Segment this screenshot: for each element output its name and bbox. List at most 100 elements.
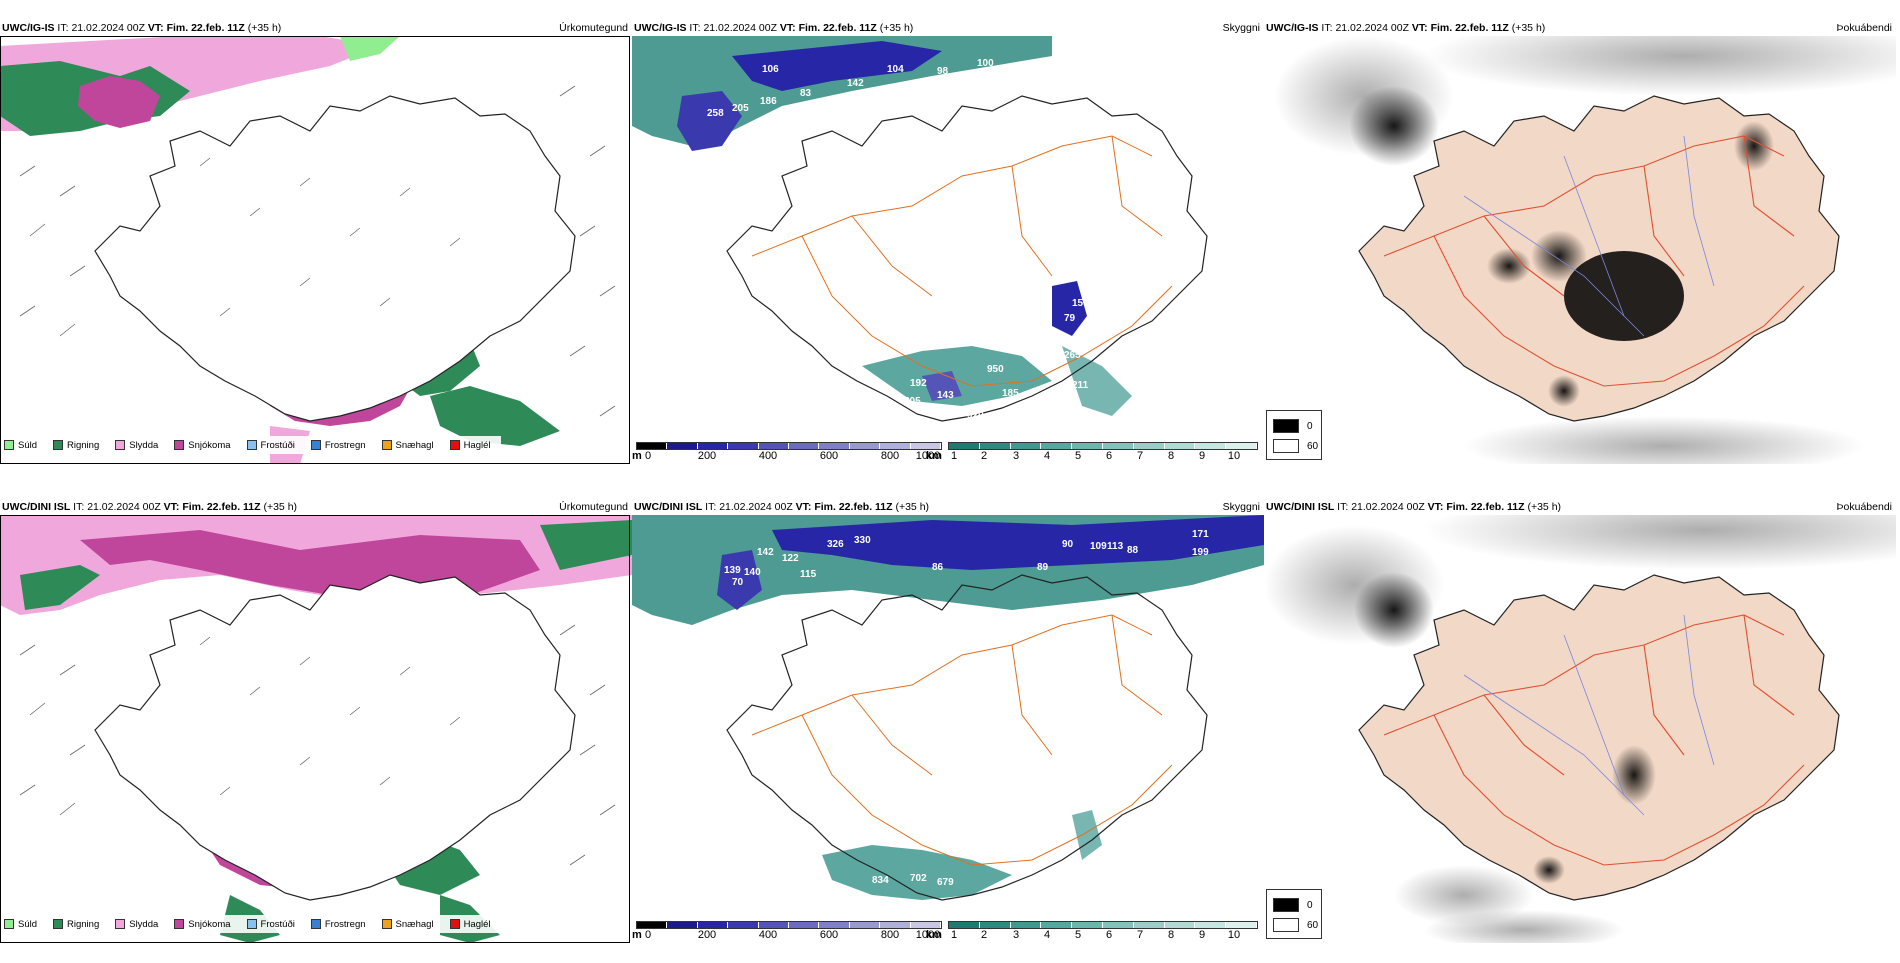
model-name: UWC/DINI ISL bbox=[2, 501, 71, 513]
legend-item: Súld bbox=[4, 919, 37, 930]
fog-map[interactable] bbox=[1264, 36, 1896, 464]
legend-item: Haglél bbox=[449, 919, 491, 930]
swatch-icon bbox=[174, 919, 185, 929]
distance-unit: km bbox=[926, 450, 942, 462]
swatch-icon bbox=[115, 919, 126, 929]
legend-item: 60 bbox=[1273, 439, 1318, 453]
legend-item: Frostregn bbox=[310, 440, 366, 451]
vis-label: 106 bbox=[762, 64, 779, 75]
model-name: UWC/DINI ISL bbox=[634, 501, 703, 513]
vis-label: 139 bbox=[724, 565, 741, 576]
distance-ticks: 1 2 3 4 5 6 7 8 9 10 bbox=[950, 450, 1241, 462]
visibility-panel: UWC/IG-IS IT: 21.02.2024 00Z VT: Fim. 22… bbox=[632, 14, 1264, 464]
distance-scale: km 1 2 3 4 5 6 7 8 9 10 bbox=[926, 915, 1262, 943]
model-name: UWC/IG-IS bbox=[2, 22, 55, 34]
panel-title: Úrkomutegund bbox=[559, 22, 628, 34]
swatch-icon bbox=[381, 440, 392, 450]
vis-label: 326 bbox=[827, 539, 844, 550]
vis-label: 805 bbox=[904, 396, 921, 407]
swatch-icon bbox=[1273, 439, 1299, 453]
forecast-row-dini: UWC/DINI ISL IT: 21.02.2024 00Z VT: Fim.… bbox=[0, 493, 1900, 963]
swatch-icon bbox=[449, 440, 460, 450]
vis-label: 89 bbox=[1037, 562, 1049, 573]
vis-label: 100 bbox=[977, 58, 994, 69]
vis-label: 113 bbox=[1107, 541, 1124, 552]
vis-label: 211 bbox=[1072, 380, 1089, 391]
init-time: 21.02.2024 00Z bbox=[719, 501, 793, 513]
legend-item: Snæhagl bbox=[381, 919, 434, 930]
valid-time: Fim. 22.feb. 11Z bbox=[814, 501, 893, 513]
legend-item: Rigning bbox=[53, 440, 99, 451]
valid-time: Fim. 22.feb. 11Z bbox=[798, 22, 877, 34]
legend-item: Haglél bbox=[449, 440, 491, 451]
vis-label: 15 bbox=[1072, 298, 1084, 309]
panel-header: UWC/IG-IS IT: 21.02.2024 00Z VT: Fim. 22… bbox=[1266, 22, 1892, 34]
height-scale: m 0 200 400 600 800 1000 bbox=[632, 915, 944, 943]
swatch-icon bbox=[115, 440, 126, 450]
lead-time: (+35 h) bbox=[263, 501, 298, 513]
init-time: 21.02.2024 00Z bbox=[1351, 501, 1425, 513]
panel-header: UWC/DINI ISL IT: 21.02.2024 00Z VT: Fim.… bbox=[2, 501, 628, 513]
vis-label: 920 bbox=[967, 410, 984, 421]
vis-label: 241 bbox=[1046, 872, 1063, 883]
precip-type-panel: UWC/DINI ISL IT: 21.02.2024 00Z VT: Fim.… bbox=[0, 493, 632, 943]
precip-legend: Súld Rigning Slydda Snjókoma Frostúði Fr… bbox=[4, 436, 501, 454]
legend-item: 0 bbox=[1273, 898, 1313, 912]
vis-label: 83 bbox=[800, 88, 812, 99]
lead-time: (+35 h) bbox=[247, 22, 282, 34]
swatch-icon bbox=[449, 919, 460, 929]
vis-label: 142 bbox=[757, 547, 774, 558]
legend-item: Slydda bbox=[115, 440, 158, 451]
panel-header: UWC/IG-IS IT: 21.02.2024 00Z VT: Fim. 22… bbox=[634, 22, 1260, 34]
vis-label: 140 bbox=[744, 567, 761, 578]
swatch-icon bbox=[381, 919, 392, 929]
valid-time: Fim. 22.feb. 11Z bbox=[1430, 22, 1509, 34]
fog-legend: 0 60 bbox=[1266, 889, 1322, 939]
vis-label: 142 bbox=[847, 78, 864, 89]
vis-label: 186 bbox=[760, 96, 777, 107]
vis-label: 79 bbox=[1064, 313, 1076, 324]
height-colorbar bbox=[636, 442, 942, 450]
legend-item: Slydda bbox=[115, 919, 158, 930]
model-name: UWC/IG-IS bbox=[634, 22, 687, 34]
precip-type-map[interactable] bbox=[0, 36, 632, 464]
vis-label: 117 bbox=[732, 413, 749, 424]
vis-label: 258 bbox=[707, 108, 724, 119]
swatch-icon bbox=[1273, 419, 1299, 433]
distance-ticks: 1 2 3 4 5 6 7 8 9 10 bbox=[950, 929, 1241, 941]
vis-label: 88 bbox=[1127, 545, 1139, 556]
vis-label: 679 bbox=[937, 877, 954, 888]
panel-title: Skyggni bbox=[1222, 22, 1260, 34]
distance-scale: km 1 2 3 4 5 6 7 8 9 10 bbox=[926, 436, 1262, 464]
panel-title: Úrkomutegund bbox=[559, 501, 628, 513]
fog-map[interactable] bbox=[1264, 515, 1896, 943]
swatch-icon bbox=[4, 440, 14, 450]
forecast-row-igis: UWC/IG-IS IT: 21.02.2024 00Z VT: Fim. 22… bbox=[0, 14, 1900, 484]
distance-colorbar bbox=[948, 921, 1258, 929]
vis-label: 207 bbox=[890, 905, 907, 915]
height-ticks: 0 200 400 600 800 1000 bbox=[644, 929, 941, 941]
vis-label: 104 bbox=[887, 64, 904, 75]
panel-header: UWC/DINI ISL IT: 21.02.2024 00Z VT: Fim.… bbox=[1266, 501, 1892, 513]
panel-title: Skyggni bbox=[1222, 501, 1260, 513]
vis-label: 90 bbox=[1062, 539, 1074, 550]
height-colorbar bbox=[636, 921, 942, 929]
precip-type-map[interactable] bbox=[0, 515, 632, 943]
swatch-icon bbox=[53, 440, 64, 450]
vt-label: VT: bbox=[147, 22, 164, 34]
swatch-icon bbox=[4, 919, 14, 929]
height-scale: m 0 200 400 600 800 1000 bbox=[632, 436, 944, 464]
visibility-map[interactable]: 106 104 98 100 142 83 258 205 186 192 95… bbox=[632, 36, 1264, 436]
vis-label: 205 bbox=[732, 103, 749, 114]
visibility-panel: UWC/DINI ISL IT: 21.02.2024 00Z VT: Fim.… bbox=[632, 493, 1264, 943]
legend-item: Frostúði bbox=[246, 919, 295, 930]
visibility-map[interactable]: 171 142 326 330 90 109 113 88 199 122 86… bbox=[632, 515, 1264, 915]
swatch-icon bbox=[310, 440, 321, 450]
fog-panel: UWC/DINI ISL IT: 21.02.2024 00Z VT: Fim.… bbox=[1264, 493, 1896, 943]
legend-item: Frostregn bbox=[310, 919, 366, 930]
swatch-icon bbox=[1273, 918, 1299, 932]
swatch-icon bbox=[1273, 898, 1299, 912]
vis-label: 109 bbox=[1090, 541, 1107, 552]
legend-item: Frostúði bbox=[246, 440, 295, 451]
swatch-icon bbox=[53, 919, 64, 929]
